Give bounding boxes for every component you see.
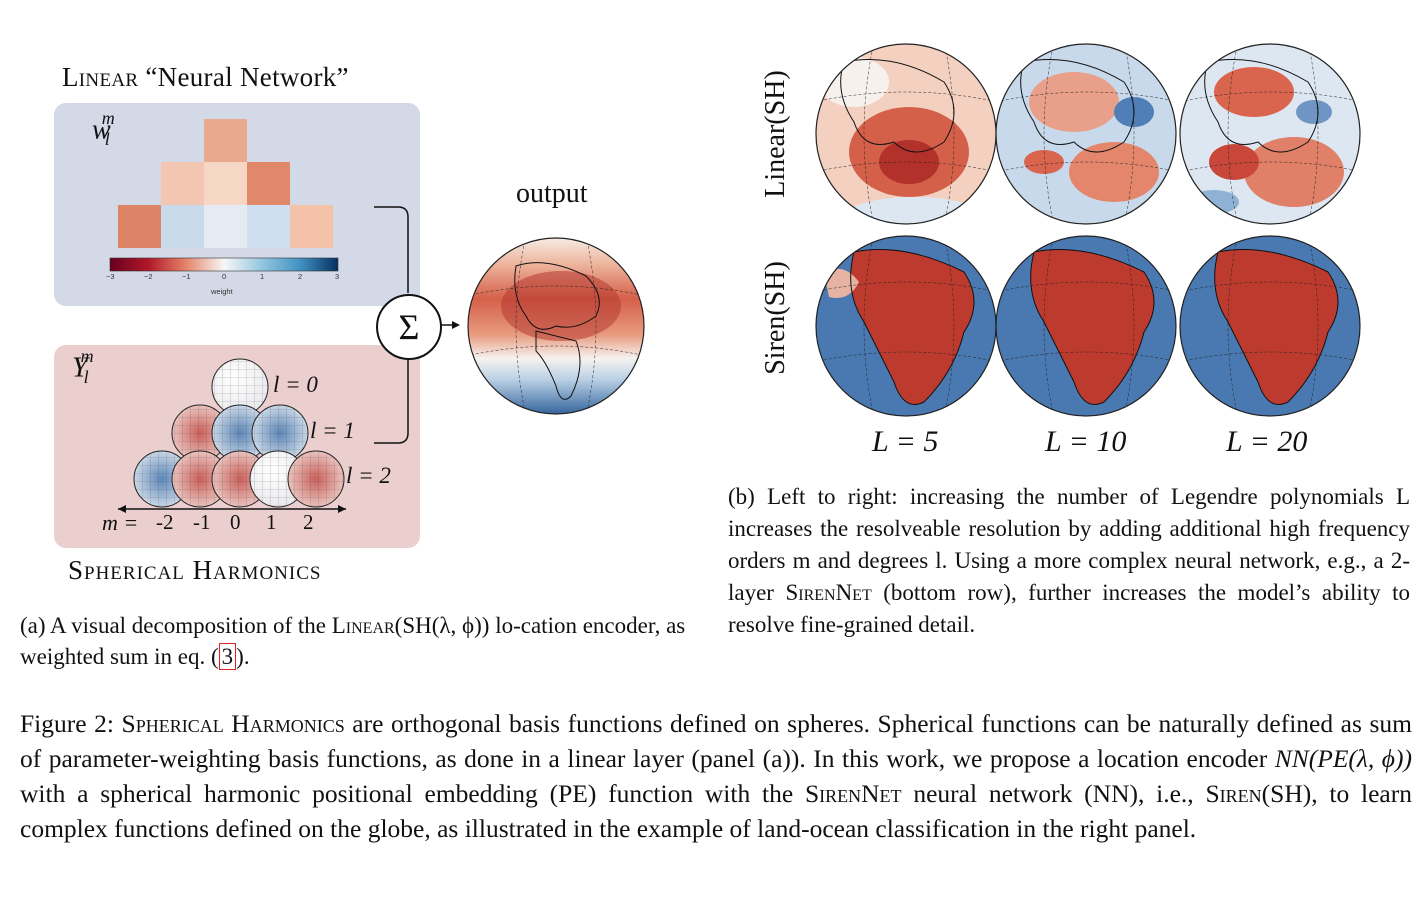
caption-a: (a) A visual decomposition of the Linear… xyxy=(20,613,686,670)
caption-b: (b) Left to right: increasing the number… xyxy=(728,484,1410,637)
column-label-L10: L = 10 xyxy=(1045,425,1127,458)
sphere-l2-m-1 xyxy=(171,450,229,508)
sphere-l1-m-1 xyxy=(171,404,229,462)
degree-label-2: l = 2 xyxy=(346,463,391,488)
degree-label-0: l = 0 xyxy=(273,372,318,397)
m-tick-3: 1 xyxy=(266,510,277,534)
m-tick-0: -2 xyxy=(156,510,174,534)
weight-cell-l2-m1 xyxy=(247,205,290,248)
m-tick-1: -1 xyxy=(193,510,211,534)
weight-cell-l1-m1 xyxy=(247,162,290,205)
harmonics-label: Ylm xyxy=(72,346,94,387)
globe-linear-L20 xyxy=(1179,43,1361,225)
spherical-harmonics-title: Spherical Harmonics xyxy=(68,555,322,585)
weight-cell-l0-m0 xyxy=(204,119,247,162)
weight-cell-l2-m-1 xyxy=(161,205,204,248)
globe-siren-L20 xyxy=(1179,235,1361,417)
globe-siren-L10 xyxy=(995,235,1177,417)
globe-linear-L5 xyxy=(815,43,997,225)
output-label: output xyxy=(516,178,588,209)
colorbar-ticks: −3 −2 −1 0 1 2 3 xyxy=(106,272,340,281)
globe-siren-L5 xyxy=(815,235,997,417)
sphere-l1-m0 xyxy=(211,404,269,462)
sum-operator: Σ xyxy=(376,294,442,360)
panel-a-title: Linear “Neural Network” xyxy=(62,62,349,93)
equation-ref-link[interactable]: 3 xyxy=(218,643,237,670)
linear-title-word: Linear xyxy=(62,62,139,92)
figure-caption: Figure 2: Spherical Harmonics are orthog… xyxy=(20,709,1412,843)
m-tick-2: 0 xyxy=(230,510,241,534)
sum-connector xyxy=(374,206,460,444)
row-label-siren: Siren(SH) xyxy=(760,261,791,375)
sphere-l0-m0 xyxy=(211,358,269,416)
harmonics-spheres xyxy=(118,358,346,513)
weight-cell-l2-m2 xyxy=(290,205,333,248)
sphere-l2-m2 xyxy=(287,450,345,508)
row-label-linear: Linear(SH) xyxy=(760,70,791,198)
weight-cell-l1-m0 xyxy=(204,162,247,205)
degree-label-1: l = 1 xyxy=(310,418,355,443)
neural-network-title: “Neural Network” xyxy=(138,62,349,92)
weights-heatmap xyxy=(109,119,339,272)
colorbar xyxy=(109,257,339,272)
output-globe xyxy=(467,237,645,415)
weight-cell-l2-m0 xyxy=(204,205,247,248)
m-tick-4: 2 xyxy=(303,510,314,534)
weight-cell-l1-m-1 xyxy=(161,162,204,205)
m-axis-label: m = xyxy=(102,510,139,535)
weights-label: wlm xyxy=(92,108,115,149)
column-label-L5: L = 5 xyxy=(872,425,939,458)
globe-linear-L10 xyxy=(995,43,1177,225)
column-label-L20: L = 20 xyxy=(1226,425,1308,458)
weight-cell-l2-m-2 xyxy=(118,205,161,248)
globe-grid xyxy=(815,43,1361,417)
colorbar-title: weight xyxy=(211,287,233,296)
